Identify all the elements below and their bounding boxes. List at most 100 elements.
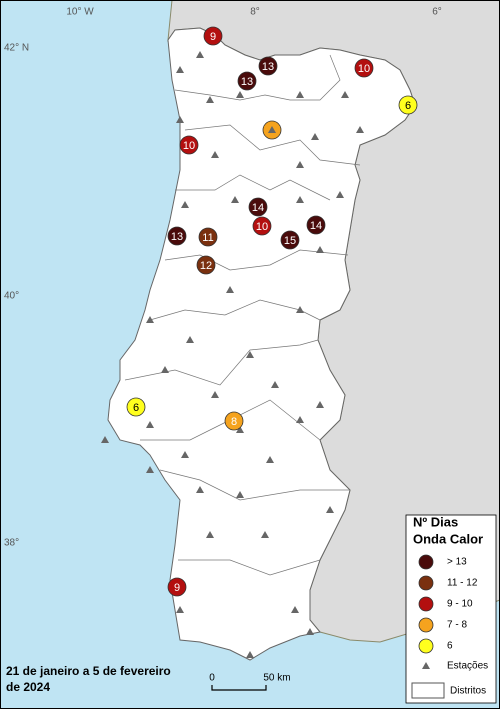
legend-title: Onda Calor <box>413 531 483 546</box>
marker <box>248 197 268 217</box>
station <box>336 191 344 198</box>
marker-label: 10 <box>183 140 195 152</box>
station <box>326 506 334 513</box>
legend-swatch <box>418 554 434 570</box>
station <box>206 531 214 538</box>
station <box>196 51 204 58</box>
station <box>266 456 274 463</box>
marker <box>258 56 278 76</box>
station <box>211 151 219 158</box>
station <box>236 426 244 433</box>
marker <box>280 230 300 250</box>
marker <box>252 216 272 236</box>
marker-label: 13 <box>171 231 183 243</box>
legend-station-icon <box>422 662 430 669</box>
legend-swatch <box>418 575 434 591</box>
legend-title: Nº Dias <box>413 514 458 529</box>
legend-box <box>405 514 497 704</box>
scale-label: 50 km <box>263 673 290 684</box>
station <box>291 606 299 613</box>
legend-label: Distritos <box>450 686 486 697</box>
marker-label: 14 <box>252 202 264 214</box>
longitude-label: 10° W <box>66 7 94 18</box>
station <box>268 126 276 133</box>
station <box>296 161 304 168</box>
marker-label: 10 <box>256 221 268 233</box>
legend-label: 7 - 8 <box>447 620 467 631</box>
latitude-label: 38° <box>4 538 19 549</box>
legend-swatch <box>418 617 434 633</box>
marker-label: 15 <box>284 235 296 247</box>
marker <box>198 227 218 247</box>
marker-label: 10 <box>358 63 370 75</box>
station <box>146 316 154 323</box>
station <box>311 133 319 140</box>
legend-district-icon <box>411 682 445 699</box>
station <box>316 401 324 408</box>
marker <box>306 215 326 235</box>
station <box>246 351 254 358</box>
marker-label: 6 <box>405 100 411 112</box>
marker-label: 12 <box>200 260 212 272</box>
station <box>101 436 109 443</box>
caption: 21 de janeiro a 5 de fevereiro <box>6 664 171 678</box>
station <box>246 651 254 658</box>
legend-label: > 13 <box>447 557 467 568</box>
station <box>161 366 169 373</box>
scale-bar <box>211 685 267 691</box>
station <box>296 416 304 423</box>
marker-label: 8 <box>231 416 237 428</box>
scale-label: 0 <box>209 673 215 684</box>
marker <box>203 26 223 46</box>
marker <box>167 226 187 246</box>
legend-label: 6 <box>447 641 453 652</box>
station <box>306 628 314 635</box>
marker-label: 9 <box>174 582 180 594</box>
marker <box>398 95 418 115</box>
marker-label: 11 <box>202 232 213 244</box>
station <box>186 336 194 343</box>
station <box>231 196 239 203</box>
station <box>236 91 244 98</box>
legend-label: 9 - 10 <box>447 599 473 610</box>
station <box>271 381 279 388</box>
marker <box>179 135 199 155</box>
station <box>236 491 244 498</box>
legend-label: 11 - 12 <box>447 578 478 589</box>
station <box>316 246 324 253</box>
station <box>211 391 219 398</box>
station <box>176 66 184 73</box>
station <box>261 531 269 538</box>
legend-swatch <box>418 638 434 654</box>
marker <box>167 577 187 597</box>
station <box>176 606 184 613</box>
longitude-label: 8° <box>250 7 260 18</box>
marker <box>354 58 374 78</box>
station <box>341 91 349 98</box>
marker-label: 13 <box>262 61 274 73</box>
latitude-label: 40° <box>4 291 19 302</box>
station <box>206 96 214 103</box>
station <box>226 286 234 293</box>
station <box>196 486 204 493</box>
station <box>181 451 189 458</box>
station <box>296 91 304 98</box>
station <box>181 201 189 208</box>
marker <box>237 71 257 91</box>
latitude-label: 42° N <box>4 43 29 54</box>
marker <box>196 255 216 275</box>
station <box>296 306 304 313</box>
marker-label: 6 <box>133 402 139 414</box>
caption: de 2024 <box>6 680 50 694</box>
marker-label: 9 <box>210 31 216 43</box>
legend-label: Estações <box>447 661 488 672</box>
marker <box>224 411 244 431</box>
legend-swatch <box>418 596 434 612</box>
longitude-label: 6° <box>432 7 442 18</box>
marker-label: 13 <box>241 76 253 88</box>
marker-label: 14 <box>310 220 322 232</box>
station <box>356 126 364 133</box>
marker <box>126 397 146 417</box>
station <box>146 421 154 428</box>
